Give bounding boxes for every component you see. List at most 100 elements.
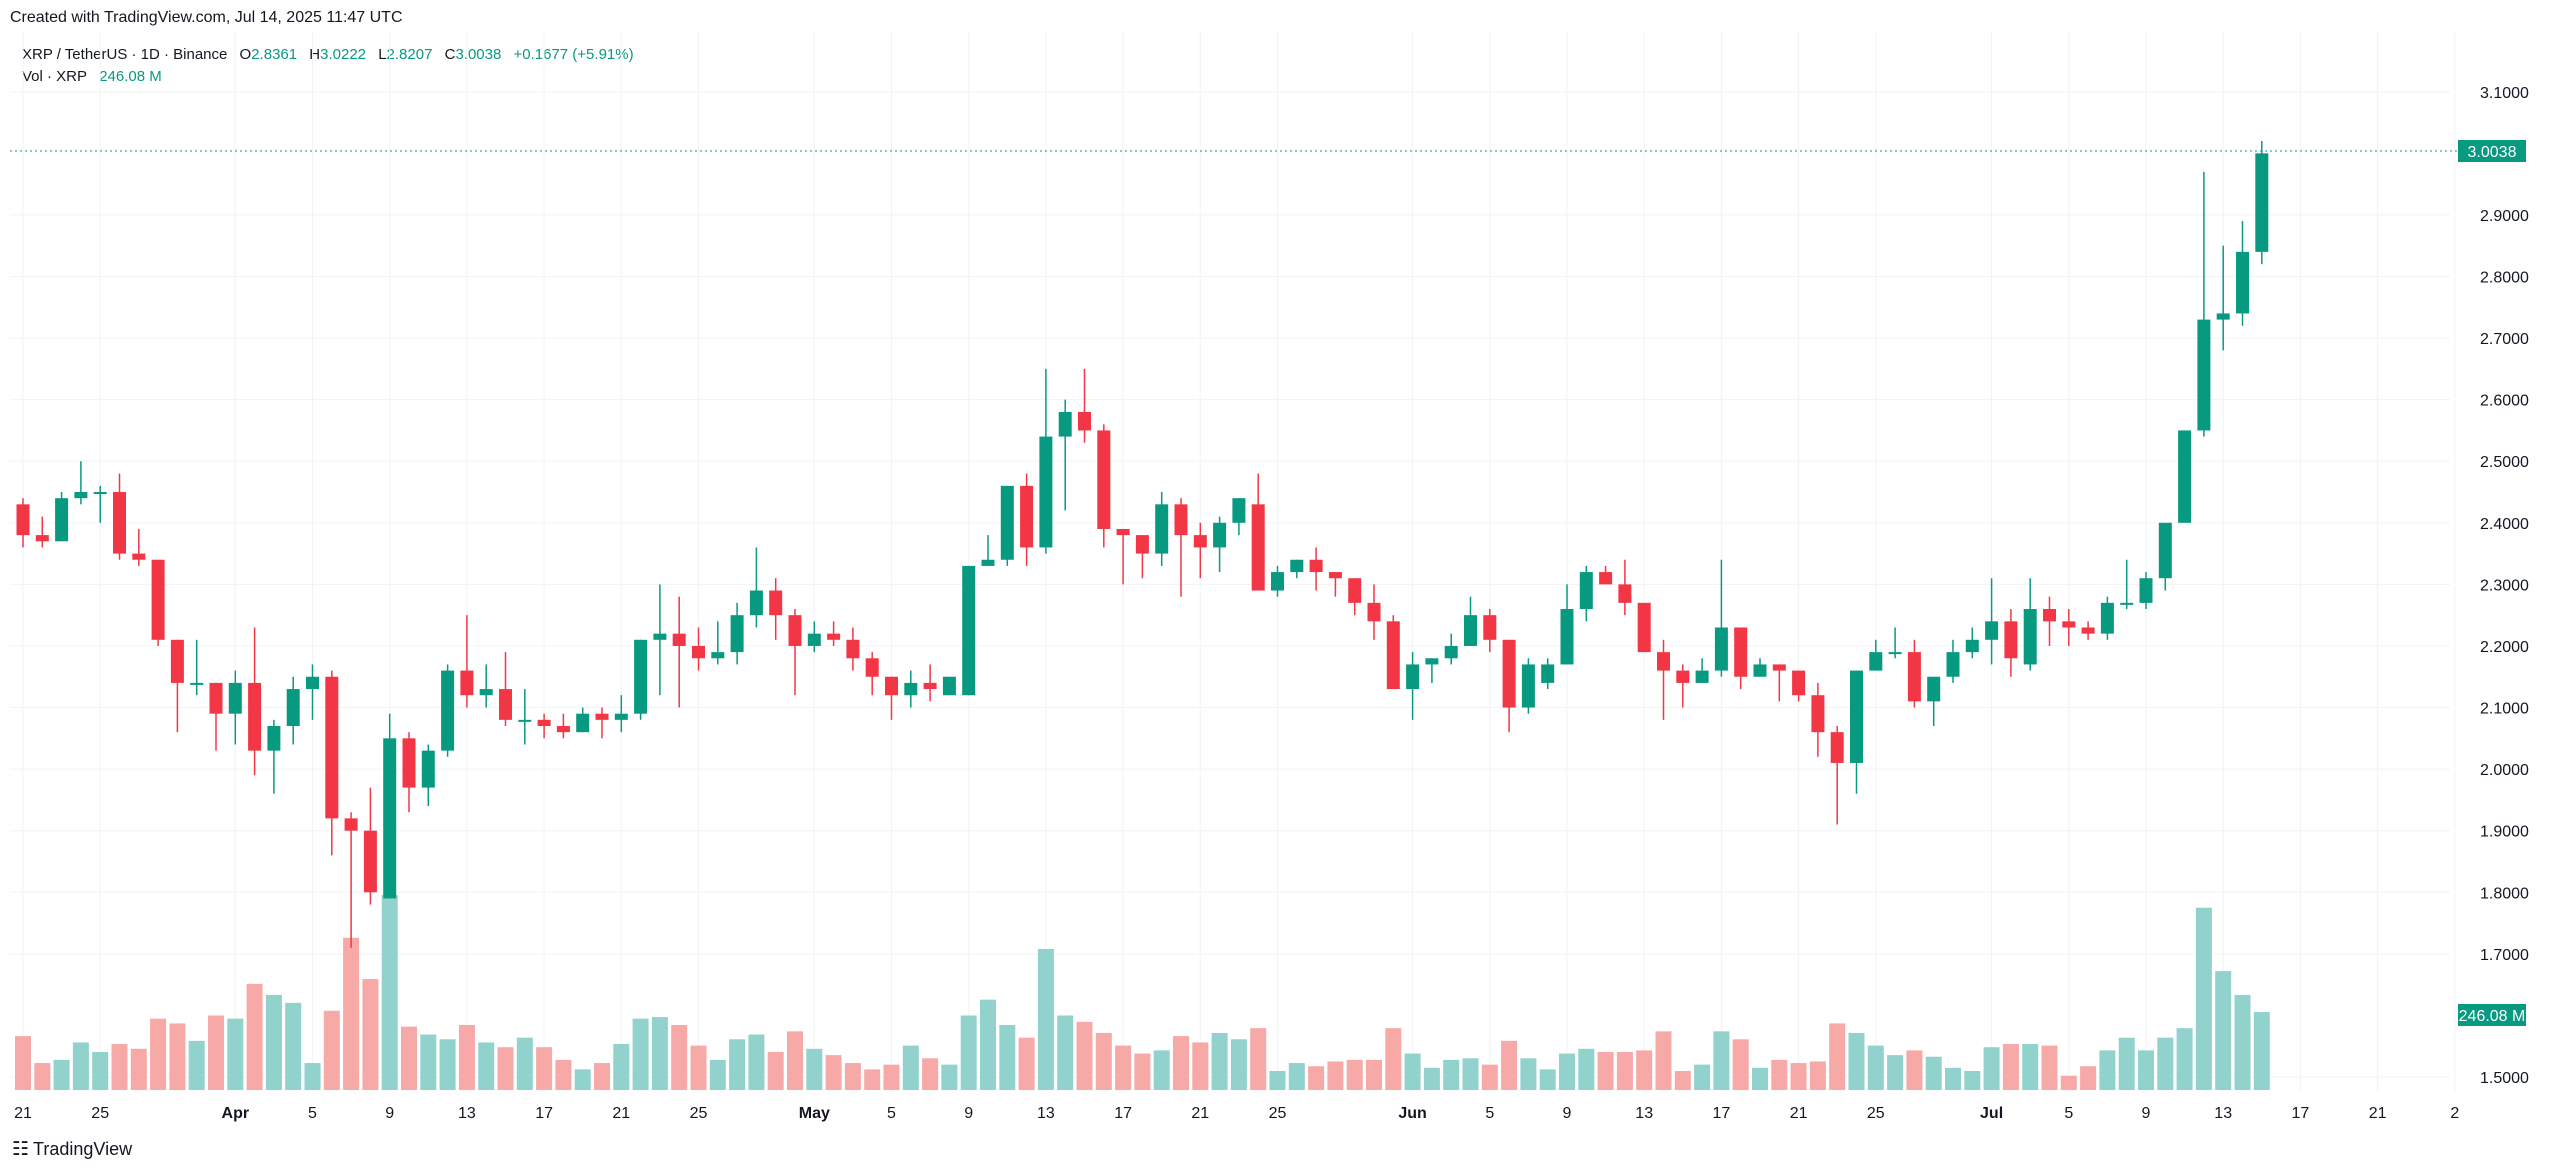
candle-body xyxy=(1811,695,1825,733)
candle-body xyxy=(421,750,435,788)
volume-bar xyxy=(1346,1059,1363,1090)
candle-body xyxy=(286,689,300,727)
price-tick-label: 1.9000 xyxy=(2480,824,2529,841)
candle-body xyxy=(1734,627,1748,677)
volume-bar xyxy=(1539,1069,1556,1090)
volume-bar xyxy=(555,1059,572,1090)
candle-body xyxy=(614,713,628,720)
candle-body xyxy=(904,682,918,696)
volume-bar xyxy=(130,1048,147,1090)
candle-body xyxy=(730,615,744,653)
candle-body xyxy=(711,652,725,659)
candle-body xyxy=(1676,670,1690,683)
time-tick-label: 5 xyxy=(308,1105,317,1122)
low-value: 2.8207 xyxy=(386,46,433,63)
candle-body xyxy=(1271,572,1284,591)
low-label: L xyxy=(378,46,387,63)
price-tick-label: 1.7000 xyxy=(2480,947,2529,964)
price-tick-label: 3.1000 xyxy=(2480,85,2529,102)
candle-body xyxy=(981,559,995,566)
candle-body xyxy=(1155,504,1169,554)
volume-bar xyxy=(111,1044,128,1090)
time-tick-label: Jul xyxy=(1980,1105,2003,1122)
candle-body xyxy=(1193,535,1207,548)
volume-bar xyxy=(613,1044,630,1090)
volume-bar xyxy=(1520,1058,1537,1090)
volume-bar xyxy=(2253,1011,2270,1090)
volume-bar xyxy=(1366,1059,1382,1090)
candle-body xyxy=(1386,621,1400,690)
candle-body xyxy=(363,830,377,893)
candle-body xyxy=(267,726,281,751)
volume-bar xyxy=(1443,1059,1460,1090)
candle-body xyxy=(402,738,416,788)
volume-bar xyxy=(1983,1047,2000,1090)
candle-body xyxy=(923,682,937,690)
candle-body xyxy=(1888,652,1902,655)
price-tick-label: 2.0000 xyxy=(2480,762,2529,779)
volume-legend-row[interactable]: Vol · XRP 246.08 M xyxy=(22,66,634,88)
volume-bar xyxy=(401,1026,417,1090)
last-volume-badge: 246.08 M xyxy=(2459,1008,2526,1025)
volume-bar xyxy=(1752,1067,1768,1090)
time-tick-label: 13 xyxy=(1635,1105,1653,1122)
candle-body xyxy=(344,818,358,831)
volume-bar xyxy=(323,1010,340,1090)
candle-body xyxy=(2100,602,2114,634)
time-tick-label: 21 xyxy=(612,1105,630,1122)
volume-bar xyxy=(690,1045,707,1090)
candle-body xyxy=(2255,153,2269,252)
volume-bar xyxy=(999,1025,1016,1090)
high-label: H xyxy=(309,46,321,63)
candle-body xyxy=(1869,652,1883,671)
candle-body xyxy=(1425,658,1439,665)
volume-bar xyxy=(1925,1056,1942,1090)
price-tick-label: 1.5000 xyxy=(2480,1070,2529,1087)
change-value: +0.1677 (+5.91%) xyxy=(513,46,634,63)
volume-bar xyxy=(767,1051,784,1090)
volume-bar xyxy=(188,1040,205,1090)
volume-bar xyxy=(381,895,398,1090)
candle-body xyxy=(885,676,898,696)
candle-body xyxy=(1232,498,1246,523)
candle-body xyxy=(2062,621,2076,628)
volume-bars xyxy=(15,895,2270,1090)
candle-body xyxy=(807,633,821,646)
candle-body xyxy=(1753,664,1767,677)
symbol-title[interactable]: XRP / TetherUS · 1D · Binance xyxy=(22,46,228,63)
candle-body xyxy=(1657,652,1670,671)
volume-bar xyxy=(72,1042,89,1090)
volume-bar xyxy=(536,1047,553,1090)
volume-bar xyxy=(1597,1051,1614,1090)
candle-body xyxy=(1946,652,1960,677)
time-tick-label: 13 xyxy=(1037,1105,1055,1122)
time-tick-label: 9 xyxy=(1563,1105,1572,1122)
candle-body xyxy=(769,590,783,616)
tradingview-brand[interactable]: ☷ TradingView xyxy=(12,1138,132,1161)
volume-bar xyxy=(1327,1061,1344,1090)
candle-body xyxy=(1772,664,1786,671)
last-volume-badge-bg xyxy=(2458,1003,2526,1026)
candle-body xyxy=(1579,572,1593,610)
price-tick-label: 1.8000 xyxy=(2480,885,2529,902)
candle-body xyxy=(1135,535,1149,554)
volume-bar xyxy=(748,1034,765,1090)
price-tick-label: 2.1000 xyxy=(2480,701,2529,718)
candle-body xyxy=(1830,732,1844,763)
candle-body xyxy=(2139,578,2153,603)
candle-body xyxy=(2158,522,2172,579)
candle-body xyxy=(1116,528,1130,536)
volume-bar xyxy=(1887,1055,1904,1090)
volume-bar xyxy=(1771,1059,1788,1090)
volume-bar xyxy=(2099,1050,2116,1090)
time-tick-label: 5 xyxy=(1485,1105,1494,1122)
time-axis[interactable]: 21 25 Apr 5 9 13 17 21 25 May 5 9 13 17 21 25 Jun 5 9 13 17 2… xyxy=(14,1105,2459,1122)
volume-bar xyxy=(825,1055,842,1090)
time-tick-label: 5 xyxy=(2064,1105,2073,1122)
volume-bar xyxy=(2002,1044,2019,1090)
price-axis[interactable]: 3.1000 2.9000 2.8000 2.7000 2.6000 2.5000 2.40… xyxy=(2480,85,2529,1087)
candle-body xyxy=(1309,559,1323,573)
candle-body xyxy=(942,676,956,696)
volume-bar xyxy=(1578,1048,1595,1090)
